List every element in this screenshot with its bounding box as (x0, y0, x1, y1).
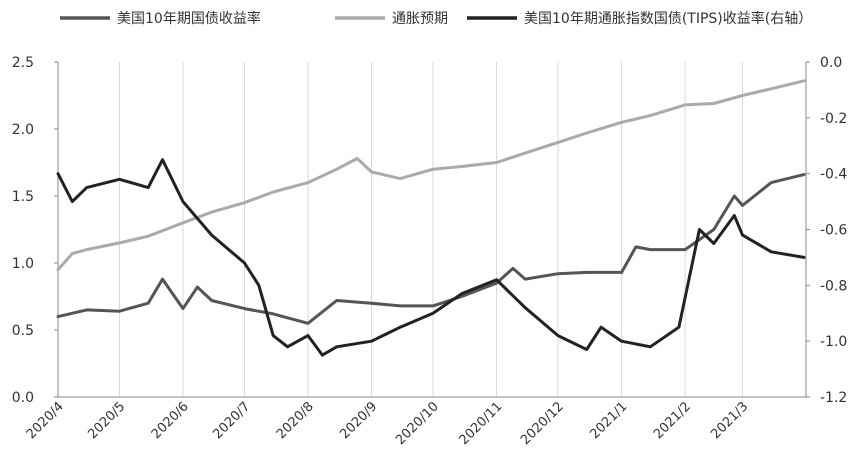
x-tick-label: 2020/11 (457, 399, 506, 448)
y-right-tick-label: -1.0 (820, 334, 847, 350)
x-tick-label: 2020/7 (210, 399, 253, 442)
y-right-tick-label: -0.2 (820, 111, 847, 127)
series-layer (56, 79, 806, 357)
series-inflation-expectation-line (56, 79, 806, 272)
x-tick-label: 2021/3 (708, 399, 751, 442)
grid (57, 62, 807, 397)
y-left-tick-label: 0.5 (12, 323, 34, 339)
x-tick-label: 2021/2 (651, 399, 694, 442)
legend: 美国10年期国债收益率 通胀预期 美国10年期通胀指数国债(TIPS)收益率(右… (60, 10, 812, 27)
y-right-tick-label: -0.8 (820, 278, 847, 294)
x-tick-label: 2020/12 (518, 399, 567, 448)
x-tick-label: 2020/10 (393, 399, 442, 448)
x-tick-label: 2021/1 (587, 399, 630, 442)
series-nominal-yield-line (56, 173, 806, 325)
y-right-tick-label: -0.6 (820, 223, 847, 239)
x-tick-label: 2020/8 (274, 399, 317, 442)
y-left-tick-label: 2.0 (12, 122, 34, 138)
legend-label-inflation-expectation: 通胀预期 (392, 11, 448, 27)
y-left-tick-label: 0.0 (12, 390, 34, 406)
y-right-tick-label: -0.4 (820, 167, 847, 183)
axes: 2020/4 2020/5 2020/6 2020/7 2020/8 2020/9 2020… (12, 55, 848, 448)
y-left-tick-label: 1.0 (12, 256, 34, 272)
y-right-tick-label: -1.2 (820, 390, 847, 406)
series-tips-yield-line (56, 158, 806, 357)
x-tick-label: 2020/6 (149, 399, 192, 442)
y-right-tick-label: 0.0 (820, 55, 842, 71)
y-left-tick-label: 2.5 (12, 55, 34, 71)
legend-label-tips-yield: 美国10年期通胀指数国债(TIPS)收益率(右轴） (524, 10, 812, 27)
legend-label-nominal-yield: 美国10年期国债收益率 (117, 10, 261, 27)
x-tick-label: 2020/9 (337, 399, 380, 442)
y-left-tick-label: 1.5 (12, 189, 34, 205)
x-tick-label: 2020/5 (85, 399, 128, 442)
